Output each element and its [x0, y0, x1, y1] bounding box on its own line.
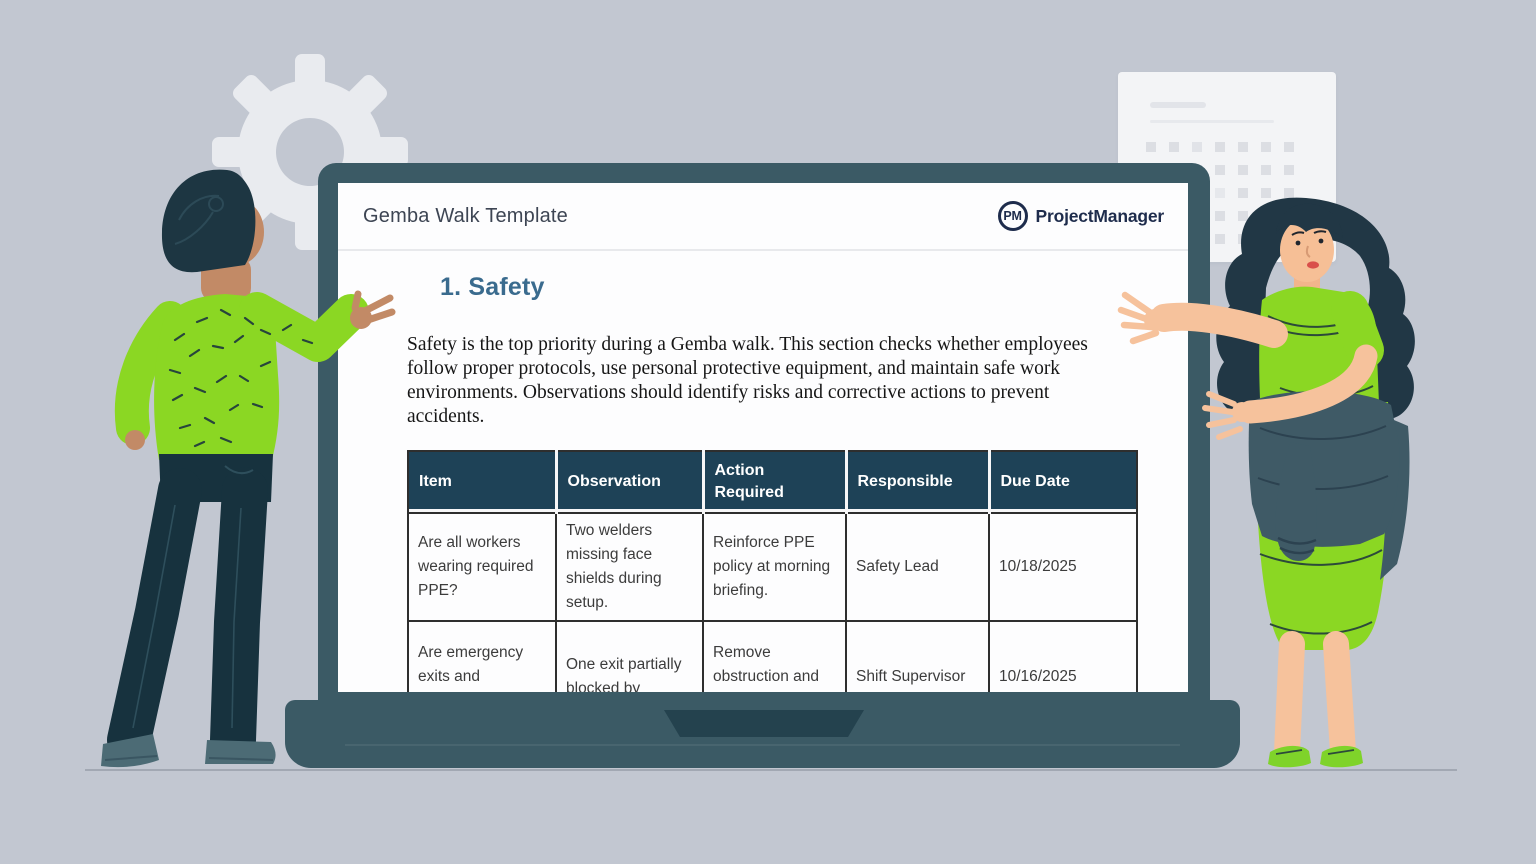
brand-logo: PM ProjectManager [997, 201, 1165, 231]
table-cell: Are all workers wearing required PPE? [407, 512, 557, 622]
column-header: Observation [554, 450, 704, 514]
table-cell: Reinforce PPE policy at morning briefing… [702, 512, 847, 622]
table-cell: Remove obstruction and repaint yellow [702, 620, 847, 692]
laptop-hinge-notch [664, 710, 864, 737]
page-title: Gemba Walk Template [363, 204, 568, 227]
calendar-subtitle-line [1150, 120, 1274, 123]
table-cell: Safety Lead [845, 512, 990, 622]
pm-logo-icon: PM [997, 201, 1028, 231]
laptop-screen: Gemba Walk Template PM ProjectManager 1.… [338, 183, 1188, 692]
table-cell: One exit partially blocked by [555, 620, 704, 692]
document-header: Gemba Walk Template PM ProjectManager [338, 183, 1188, 251]
table-cell: Shift Supervisor [845, 620, 990, 692]
brand-name: ProjectManager [1035, 205, 1165, 226]
calendar-title-line [1150, 102, 1206, 108]
section-heading: 1. Safety [440, 273, 545, 301]
column-header: Action Required [701, 450, 847, 514]
column-header: Responsible [844, 450, 990, 514]
man-pointing-illustration [101, 169, 396, 768]
column-header: Due Date [987, 450, 1138, 514]
table-row: Are all workers wearing required PPE? Tw… [407, 512, 1138, 622]
column-header: Item [407, 450, 557, 514]
table-cell: 10/18/2025 [988, 512, 1138, 622]
table-header-row: Item Observation Action Required Respons… [407, 450, 1138, 514]
section-paragraph: Safety is the top priority during a Gemb… [407, 334, 1088, 427]
table-cell: Two welders missing face shields during … [555, 512, 704, 622]
table-row: Are emergency exits and walkways One exi… [407, 620, 1138, 692]
table-cell: 10/16/2025 [988, 620, 1138, 692]
table-cell: Are emergency exits and walkways [407, 620, 557, 692]
woman-presenting-illustration [1117, 197, 1415, 768]
safety-checklist-table: Item Observation Action Required Respons… [407, 450, 1138, 692]
floor-line [85, 769, 1457, 771]
